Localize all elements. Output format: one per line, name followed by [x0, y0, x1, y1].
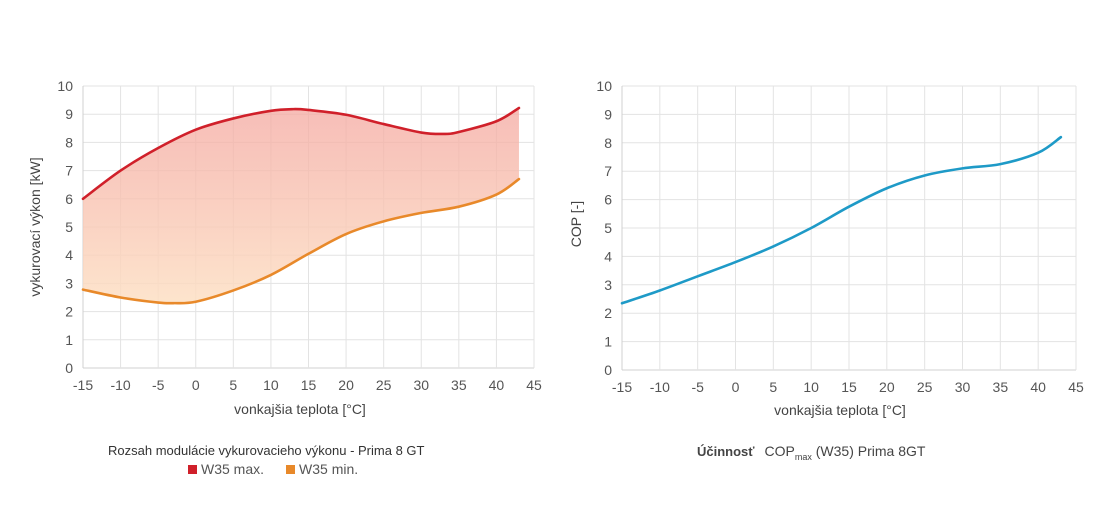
- chart2-xtick-label: 0: [732, 379, 740, 395]
- chart2-xtick-label: -5: [691, 379, 704, 395]
- chart1-series-line-1: [81, 106, 521, 201]
- chart2-caption-sub: max: [794, 451, 812, 462]
- chart1-ytick-label: 10: [57, 78, 73, 94]
- chart1-xtick-label: -10: [110, 377, 130, 393]
- chart1-xtick-label: 25: [376, 377, 392, 393]
- chart1-xtick-label: 20: [338, 377, 354, 393]
- chart1-ytick-label: 3: [65, 275, 73, 291]
- chart1-ytick-label: 1: [65, 332, 73, 348]
- chart2-xtick-label: 20: [879, 379, 895, 395]
- legend-item-w35-max: W35 max.: [188, 461, 264, 477]
- chart1-xtick-label: 30: [413, 377, 429, 393]
- chart1-ytick-label: 8: [65, 134, 73, 150]
- chart1-ytick-label: 9: [65, 106, 73, 122]
- chart2-xtick-label: 40: [1030, 379, 1046, 395]
- chart2-ytick-label: 10: [596, 78, 612, 94]
- chart2-xtick-label: 10: [803, 379, 819, 395]
- chart1-ytick-label: 6: [65, 191, 73, 207]
- chart2-ytick-label: 7: [604, 163, 612, 179]
- chart2-xtick-label: 35: [993, 379, 1009, 395]
- chart2-caption-rest: (W35) Prima 8GT: [811, 443, 926, 459]
- chart2-xtick-label: 30: [955, 379, 971, 395]
- chart1-y-axis-title: vykurovací výkon [kW]: [27, 157, 43, 296]
- chart1-xtick-label: -15: [73, 377, 93, 393]
- chart1-legend: W35 max. W35 min.: [188, 461, 380, 477]
- legend-item-w35-min: W35 min.: [286, 461, 358, 477]
- chart2-xtick-label: 45: [1068, 379, 1084, 395]
- chart1-xtick-label: -5: [152, 377, 165, 393]
- chart2-ytick-label: 1: [604, 334, 612, 350]
- chart2-ytick-label: 9: [604, 106, 612, 122]
- legend-label-w35-min: W35 min.: [299, 461, 359, 477]
- chart1-xtick-label: 35: [451, 377, 467, 393]
- chart1-x-axis-title: vonkajšia teplota [°C]: [234, 401, 366, 417]
- chart1-ytick-label: 0: [65, 360, 73, 376]
- chart2-caption-bold: Účinnosť: [697, 444, 755, 459]
- chart1-ytick-label: 4: [65, 247, 73, 263]
- legend-swatch-w35-max: [188, 464, 197, 474]
- chart2-x-axis-title: vonkajšia teplota [°C]: [774, 402, 906, 418]
- chart2-caption-main: COP: [764, 443, 795, 459]
- chart1-xtick-label: 0: [192, 377, 200, 393]
- chart1-ytick-label: 7: [65, 163, 73, 179]
- chart2-y-axis-title: COP [-]: [568, 201, 584, 247]
- chart2-ytick-label: 4: [604, 248, 612, 264]
- chart2-caption: Účinnosť COPmax (W35) Prima 8GT: [697, 443, 925, 462]
- legend-label-w35-max: W35 max.: [201, 461, 265, 477]
- chart1-series-line-2: [81, 177, 521, 305]
- chart2-xtick-label: 5: [769, 379, 777, 395]
- chart1-xtick-label: 40: [489, 377, 505, 393]
- chart1-xtick-label: 5: [229, 377, 237, 393]
- chart1-xtick-label: 15: [301, 377, 317, 393]
- legend-swatch-w35-min: [286, 464, 296, 474]
- chart2-ytick-label: 3: [604, 277, 612, 293]
- chart2-ytick-label: 8: [604, 135, 612, 151]
- chart2-xtick-label: -15: [612, 379, 632, 395]
- chart2-series-line-1: [620, 135, 1063, 305]
- chart2-ytick-label: 0: [604, 362, 612, 378]
- chart2-ytick-label: 5: [604, 220, 612, 236]
- chart1-ytick-label: 2: [65, 304, 73, 320]
- chart1-xtick-label: 10: [263, 377, 279, 393]
- chart1-ytick-label: 5: [65, 219, 73, 235]
- chart2-ytick-label: 2: [604, 305, 612, 321]
- chart1-modulation-band: [83, 107, 519, 304]
- chart1-caption: Rozsah modulácie vykurovacieho výkonu - …: [108, 443, 425, 458]
- chart2-xtick-label: 25: [917, 379, 933, 395]
- chart2-xtick-label: 15: [841, 379, 857, 395]
- chart2-xtick-label: -10: [650, 379, 670, 395]
- chart1-xtick-label: 45: [526, 377, 542, 393]
- chart2-ytick-label: 6: [604, 192, 612, 208]
